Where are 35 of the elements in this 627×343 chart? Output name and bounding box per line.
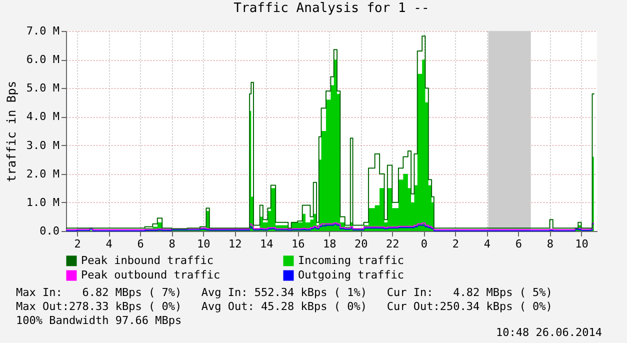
x-tick-label: 6 xyxy=(137,238,144,250)
legend-label: Incoming traffic xyxy=(298,254,404,267)
x-tick-label: 8 xyxy=(546,238,554,250)
x-tick-label: 16 xyxy=(292,238,305,250)
x-tick-label: 4 xyxy=(106,238,113,250)
y-tick-label: 6.0 M xyxy=(26,53,60,66)
text: Max Out:278.33 kBps ( 0%) Avg Out: 45.28 kBps ( 0%) Cur Out:250.34 kBps ( 0%) xyxy=(16,300,552,314)
x-tick-label: 2 xyxy=(74,238,81,250)
x-tick-label: 12 xyxy=(228,238,242,250)
y-axis-title: traffic in Bps xyxy=(4,80,18,182)
y-tick-label: 1.0 M xyxy=(26,196,60,209)
x-tick-label: 0 xyxy=(420,238,428,250)
x-tick-label: 2 xyxy=(452,238,459,250)
text: Max In: 6.82 MBps ( 7%) Avg In: 552.34 kBps ( 1%) Cur In: 4.82 MBps ( 5%) xyxy=(16,286,552,300)
y-tick-label: 5.0 M xyxy=(26,82,60,95)
x-tick-label: 22 xyxy=(386,238,400,250)
y-tick-label: 0.0 xyxy=(40,224,60,238)
x-tick-label: 18 xyxy=(323,238,336,250)
y-tick-label: 3.0 M xyxy=(26,138,60,152)
x-tick-label: 14 xyxy=(260,238,274,250)
text: 10:48 26.06.2014 xyxy=(496,326,602,340)
text: 100% Bandwidth 97.66 MBps xyxy=(16,314,182,327)
x-tick-label: 8 xyxy=(168,238,176,250)
legend-label: Peak outbound traffic xyxy=(81,268,220,282)
legend-label: Outgoing traffic xyxy=(298,268,404,282)
x-tick-label: 10 xyxy=(196,238,210,250)
x-tick-label: 10 xyxy=(575,238,588,250)
x-tick-label: 20 xyxy=(354,238,368,250)
legend-label: Peak inbound traffic xyxy=(81,254,214,267)
y-tick-label: 7.0 M xyxy=(26,24,60,38)
x-tick-label: 6 xyxy=(515,238,522,250)
chart-title: Traffic Analysis for 1 -- xyxy=(234,1,430,16)
y-tick-label: 4.0 M xyxy=(26,110,60,124)
y-tick-label: 2.0 M xyxy=(26,167,60,180)
x-tick-label: 4 xyxy=(484,238,491,250)
